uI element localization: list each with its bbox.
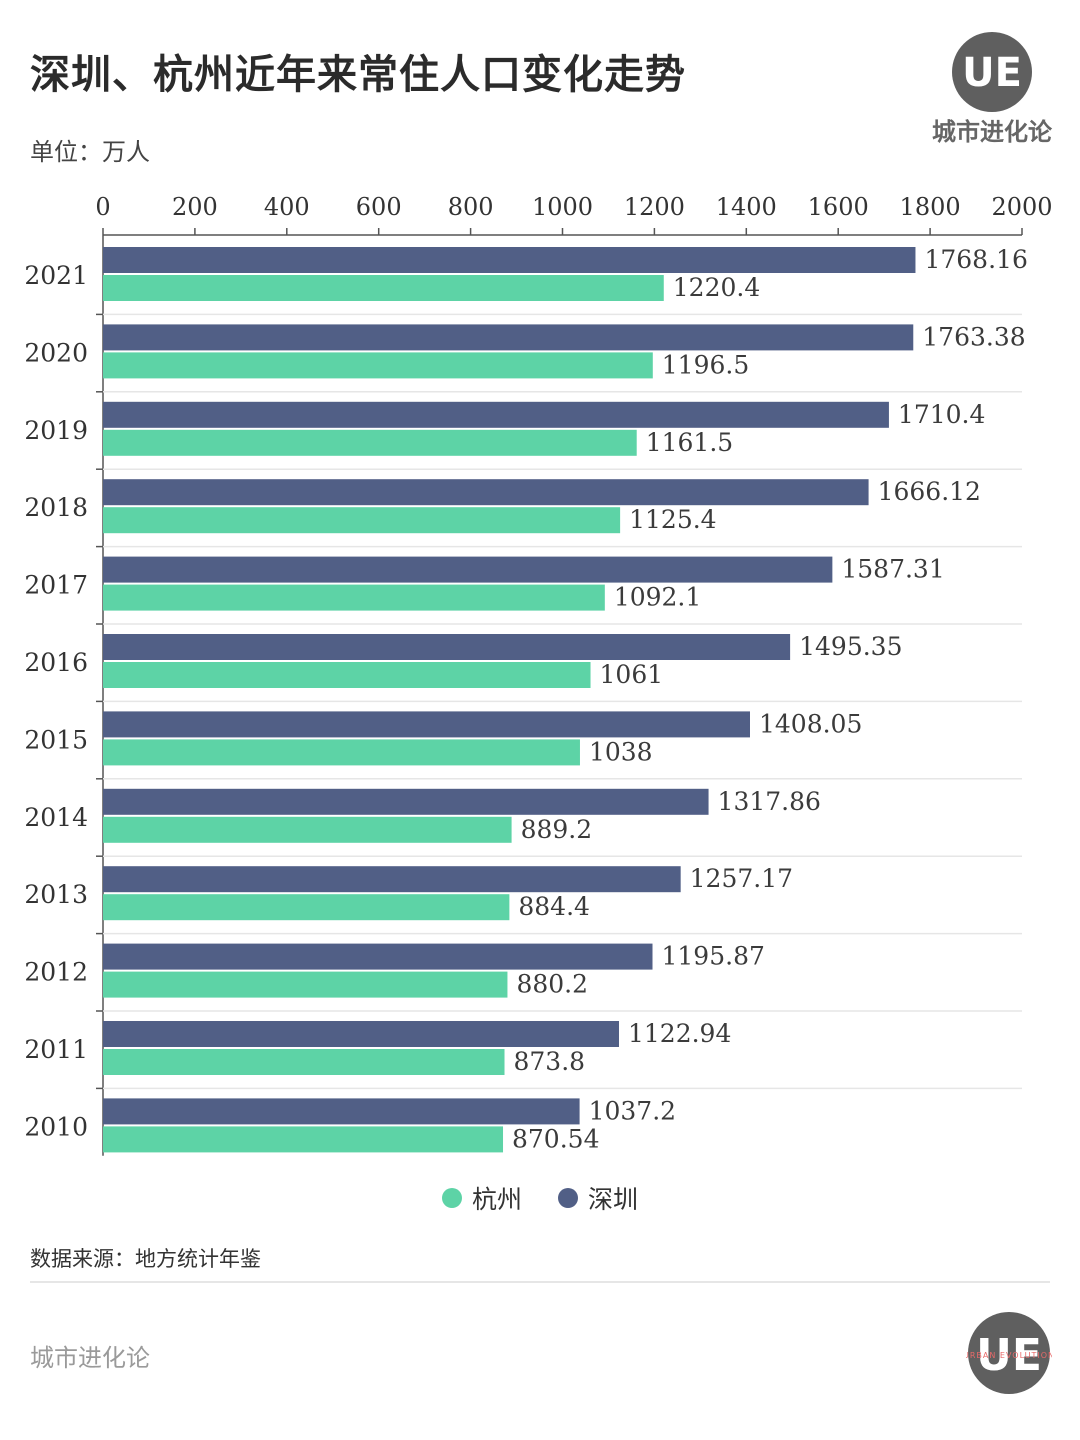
bar-shenzhen bbox=[103, 634, 791, 660]
footer-logo-small-text: URBAN EVOLUTION bbox=[966, 1351, 1052, 1360]
data-label-hangzhou: 870.54 bbox=[512, 1124, 599, 1153]
bar-chart: 0 200 400 600 800 1000 1200 1400 1600 1800 2000 202… bbox=[24, 193, 1053, 1156]
legend-dot-hangzhou bbox=[441, 1188, 462, 1208]
bar-shenzhen bbox=[103, 324, 914, 351]
year-label: 2015 bbox=[24, 725, 88, 754]
data-label-hangzhou: 889.2 bbox=[521, 815, 593, 844]
data-label-shenzhen: 1763.38 bbox=[922, 322, 1025, 351]
bar-shenzhen bbox=[103, 247, 916, 273]
x-tick-label: 1200 bbox=[624, 193, 685, 221]
data-label-hangzhou: 880.2 bbox=[516, 970, 588, 999]
bar-hangzhou bbox=[103, 507, 621, 534]
year-label: 2017 bbox=[24, 571, 88, 600]
bar-hangzhou bbox=[103, 662, 591, 688]
x-tick-label: 2000 bbox=[991, 193, 1052, 221]
data-label-shenzhen: 1195.87 bbox=[662, 942, 765, 971]
bar-shenzhen bbox=[103, 943, 653, 970]
year-label: 2021 bbox=[24, 261, 88, 290]
bar-hangzhou bbox=[103, 1049, 505, 1075]
bar-hangzhou bbox=[103, 971, 508, 998]
chart-legend: 杭州 深圳 bbox=[0, 1180, 1080, 1216]
footer-divider bbox=[30, 1281, 1050, 1283]
bar-hangzhou bbox=[103, 1126, 504, 1153]
bar-shenzhen bbox=[103, 401, 889, 428]
data-label-hangzhou: 1125.4 bbox=[629, 505, 716, 534]
x-tick-label: 600 bbox=[356, 193, 402, 221]
x-tick-label: 800 bbox=[448, 193, 494, 221]
legend-item-hangzhou: 杭州 bbox=[441, 1180, 522, 1216]
data-label-shenzhen: 1587.31 bbox=[841, 555, 944, 584]
legend-label-shenzhen: 深圳 bbox=[588, 1185, 639, 1214]
data-label-shenzhen: 1317.86 bbox=[718, 787, 821, 816]
bar-shenzhen bbox=[103, 711, 750, 738]
bar-shenzhen bbox=[103, 1021, 619, 1047]
data-label-shenzhen: 1408.05 bbox=[759, 709, 862, 738]
brand-name: 城市进化论 bbox=[932, 118, 1052, 146]
data-label-shenzhen: 1666.12 bbox=[878, 477, 981, 506]
data-label-hangzhou: 1161.5 bbox=[646, 428, 733, 457]
year-label: 2012 bbox=[24, 958, 88, 987]
data-label-shenzhen: 1710.4 bbox=[898, 400, 985, 429]
x-tick-label: 1800 bbox=[900, 193, 961, 221]
bar-hangzhou bbox=[103, 275, 664, 301]
year-label: 2016 bbox=[24, 648, 88, 677]
year-label: 2014 bbox=[24, 803, 88, 832]
footer-logo-letters: UE bbox=[976, 1330, 1042, 1381]
bar-hangzhou bbox=[103, 894, 510, 921]
bar-hangzhou bbox=[103, 429, 637, 456]
data-label-shenzhen: 1495.35 bbox=[799, 632, 902, 661]
data-label-hangzhou: 1061 bbox=[600, 660, 664, 689]
data-label-hangzhou: 884.4 bbox=[518, 892, 590, 921]
x-tick-label: 200 bbox=[172, 193, 218, 221]
data-label-shenzhen: 1257.17 bbox=[690, 864, 793, 893]
data-label-hangzhou: 1092.1 bbox=[614, 583, 701, 612]
brand-logo-icon: UE bbox=[952, 32, 1032, 112]
bar-shenzhen bbox=[103, 479, 869, 506]
brand-logo-letters: UE bbox=[962, 50, 1022, 96]
data-label-shenzhen: 1037.2 bbox=[589, 1096, 676, 1125]
x-tick-label: 1000 bbox=[532, 193, 593, 221]
unit-label: 单位：万人 bbox=[30, 138, 150, 166]
data-source: 数据来源：地方统计年鉴 bbox=[30, 1247, 261, 1271]
data-label-hangzhou: 1038 bbox=[589, 737, 653, 766]
bar-hangzhou bbox=[103, 816, 512, 843]
bar-shenzhen bbox=[103, 866, 681, 893]
legend-label-hangzhou: 杭州 bbox=[471, 1185, 522, 1214]
x-tick-label: 0 bbox=[95, 193, 110, 221]
x-tick-label: 1600 bbox=[808, 193, 869, 221]
year-label: 2013 bbox=[24, 880, 88, 909]
year-label: 2010 bbox=[24, 1112, 88, 1141]
x-tick-label: 400 bbox=[264, 193, 310, 221]
bar-hangzhou bbox=[103, 584, 605, 611]
data-label-hangzhou: 873.8 bbox=[514, 1047, 586, 1076]
chart-title: 深圳、杭州近年来常住人口变化走势 bbox=[30, 52, 686, 98]
year-label: 2011 bbox=[24, 1035, 88, 1064]
data-label-shenzhen: 1768.16 bbox=[924, 245, 1027, 274]
year-label: 2018 bbox=[24, 493, 88, 522]
bar-shenzhen bbox=[103, 1098, 580, 1125]
year-label: 2020 bbox=[24, 338, 88, 367]
bar-hangzhou bbox=[103, 352, 653, 379]
bar-hangzhou bbox=[103, 739, 580, 766]
data-label-hangzhou: 1220.4 bbox=[673, 273, 760, 302]
x-tick-label: 1400 bbox=[716, 193, 777, 221]
legend-dot-shenzhen bbox=[558, 1188, 578, 1208]
legend-item-shenzhen: 深圳 bbox=[558, 1180, 638, 1216]
bar-shenzhen bbox=[103, 556, 833, 583]
bar-shenzhen bbox=[103, 788, 709, 815]
data-label-shenzhen: 1122.94 bbox=[628, 1019, 731, 1048]
year-label: 2019 bbox=[24, 416, 88, 445]
footer-logo-icon: UE URBAN EVOLUTION bbox=[966, 1312, 1052, 1394]
footer-brand-name: 城市进化论 bbox=[30, 1344, 150, 1372]
data-label-hangzhou: 1196.5 bbox=[662, 350, 749, 379]
